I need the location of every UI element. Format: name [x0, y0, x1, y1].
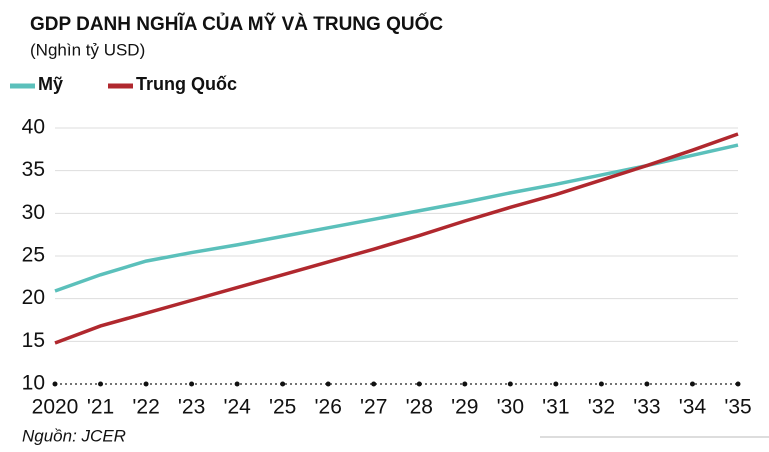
series-line: [54, 132, 739, 345]
source: Nguồn: JCER: [22, 426, 126, 445]
x-tick-label: '26: [315, 396, 342, 419]
x-tick-label: 2020: [32, 396, 79, 419]
x-tick-dot: [52, 381, 58, 387]
x-tick-label: '35: [724, 396, 751, 419]
x-tick-dot: [98, 381, 104, 387]
x-tick-dot: [371, 381, 377, 387]
x-tick-dot: [143, 381, 149, 387]
x-tick-label: '25: [269, 396, 296, 419]
x-tick-dot: [644, 381, 650, 387]
x-tick-dot: [416, 381, 422, 387]
x-tick-dot: [234, 381, 240, 387]
x-tick-dot: [735, 381, 741, 387]
y-tick-label: 40: [22, 116, 45, 139]
x-tick-dot: [462, 381, 468, 387]
x-tick-label: '24: [223, 396, 251, 419]
x-tick-label: '23: [178, 396, 205, 419]
y-tick-label: 20: [22, 286, 45, 309]
x-tick-label: '27: [360, 396, 387, 419]
x-tick-dot: [325, 381, 331, 387]
y-tick-label: 25: [22, 244, 45, 267]
x-tick-label: '32: [588, 396, 615, 419]
y-tick-label: 35: [22, 158, 45, 181]
x-tick-dot: [280, 381, 286, 387]
x-tick-dot: [189, 381, 195, 387]
x-tick-label: '30: [497, 396, 524, 419]
x-tick-label: '33: [633, 396, 660, 419]
x-tick-dot: [689, 381, 695, 387]
x-tick-dot: [598, 381, 604, 387]
chart-title: GDP DANH NGHĨA CỦA MỸ VÀ TRUNG QUỐC: [30, 13, 443, 35]
legend-label: Mỹ: [38, 74, 63, 94]
x-tick-label: '28: [406, 396, 433, 419]
y-tick-label: 30: [22, 201, 45, 224]
x-tick-label: '21: [87, 396, 114, 419]
x-tick-label: '34: [679, 396, 707, 419]
legend-label: Trung Quốc: [136, 74, 237, 94]
x-tick-label: '29: [451, 396, 478, 419]
y-tick-label: 10: [22, 372, 45, 395]
chart-subtitle: (Nghìn tỷ USD): [30, 40, 145, 59]
x-tick-label: '22: [132, 396, 159, 419]
series-line: [54, 143, 739, 293]
x-tick-dot: [507, 381, 513, 387]
y-tick-label: 15: [22, 329, 45, 352]
x-tick-dot: [553, 381, 559, 387]
x-tick-label: '31: [542, 396, 569, 419]
